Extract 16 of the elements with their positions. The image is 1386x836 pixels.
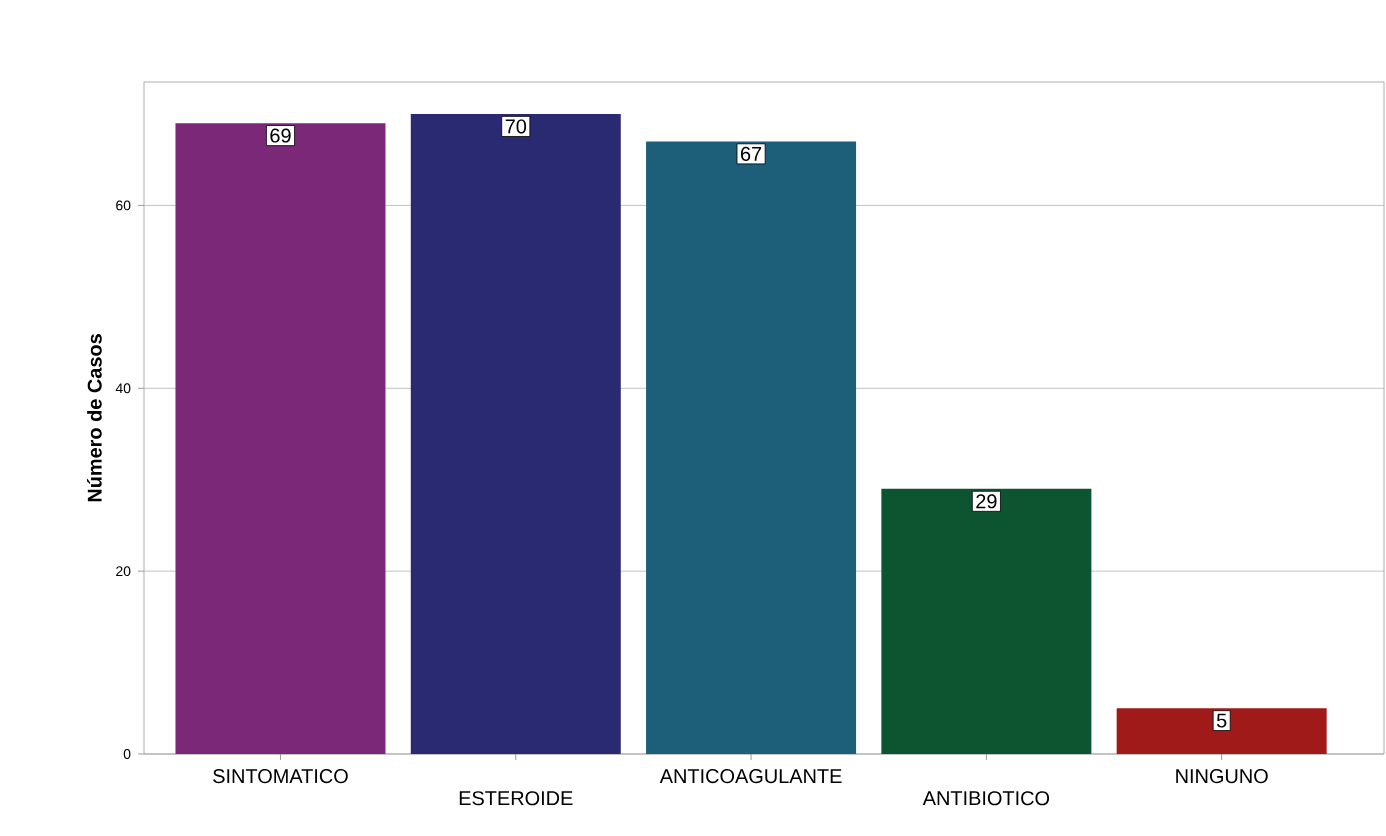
x-tick-label: ANTIBIOTICO [922, 791, 1050, 806]
bar [410, 113, 621, 754]
y-axis-title: Número de Casos [86, 334, 102, 502]
data-label: 69 [270, 128, 291, 143]
data-label: 29 [976, 494, 997, 509]
data-label: 5 [1216, 713, 1227, 728]
bar [881, 488, 1092, 754]
bar [646, 141, 857, 754]
x-tick-label: NINGUNO [1176, 769, 1268, 784]
data-label: 70 [505, 119, 527, 134]
bar [1116, 708, 1327, 754]
data-label: 67 [740, 146, 762, 161]
bar [175, 123, 386, 754]
x-tick-label: SINTOMATICO [213, 769, 348, 784]
x-tick-label: ANTICOAGULANTE [659, 769, 842, 784]
x-tick-label: ESTEROIDE [459, 791, 573, 806]
